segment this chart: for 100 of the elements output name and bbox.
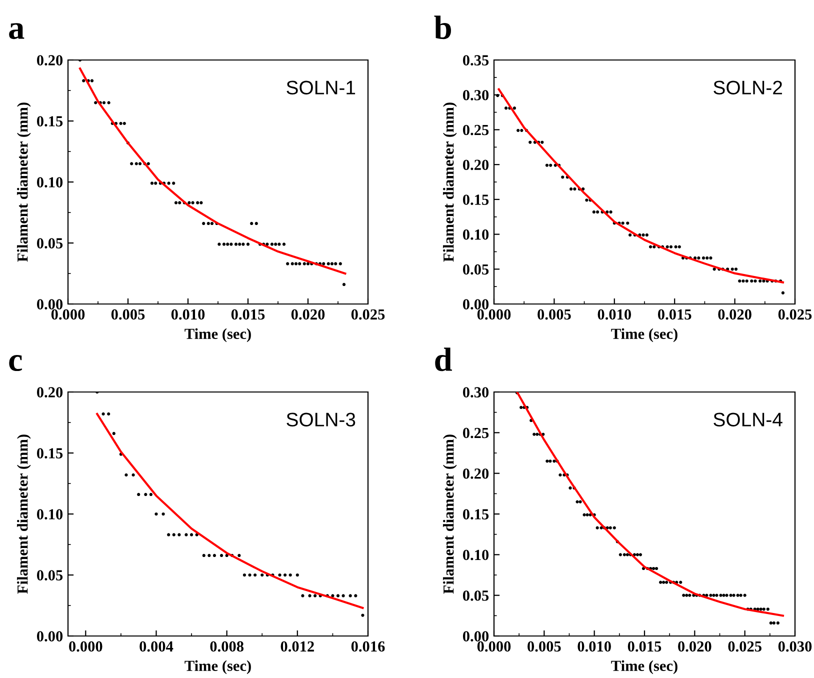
y-tick-label: 0.20	[36, 55, 63, 66]
x-tick-label: 0.030	[778, 641, 812, 652]
y-tick-label: 0.05	[36, 238, 63, 249]
text: SOLN-2	[714, 80, 782, 94]
point	[254, 573, 257, 577]
y-tick-label: 0.10	[36, 177, 63, 188]
x-tick-label: 0.000	[69, 641, 102, 652]
point	[336, 594, 340, 598]
text: SOLN-3	[286, 412, 356, 426]
point	[225, 554, 228, 558]
y-tick-label: 0.00	[36, 299, 63, 310]
y-tick-label: 0.10	[462, 229, 489, 240]
point	[331, 594, 334, 598]
text: SOLN-1	[286, 80, 356, 94]
y-axis-title: Filament diameter (mm)	[16, 434, 31, 594]
x-tick-label: 0.000	[477, 641, 511, 652]
y-tick-label: 0.15	[36, 116, 63, 127]
x-tick-label: 0.010	[171, 309, 205, 320]
text: SOLN-4	[714, 412, 782, 426]
point	[220, 554, 224, 558]
point	[314, 594, 317, 598]
y-tick-label: 0.05	[36, 570, 63, 581]
point	[248, 573, 252, 577]
point	[144, 492, 148, 496]
point	[242, 573, 246, 577]
x-tick-label: 0.005	[538, 309, 571, 320]
x-tick-label: 0.025	[728, 641, 762, 652]
x-axis-title: Time (sec)	[611, 328, 678, 342]
x-tick-label: 0.010	[578, 641, 611, 652]
point	[288, 573, 292, 577]
point	[149, 492, 152, 496]
point	[361, 614, 364, 617]
x-tick-label: 0.020	[291, 309, 325, 320]
point	[190, 533, 194, 536]
y-tick-label: 0.00	[462, 299, 489, 310]
x-tick-label: 0.015	[658, 309, 692, 320]
y-tick-label: 0.25	[462, 124, 489, 136]
point	[137, 492, 140, 496]
y-tick-label: 0.05	[462, 264, 489, 275]
point	[354, 594, 358, 598]
point	[208, 554, 211, 558]
point	[184, 533, 188, 536]
y-tick-label: 0.15	[462, 194, 489, 205]
x-tick-label: 0.015	[231, 309, 265, 320]
y-tick-label: 0.35	[462, 55, 489, 66]
y-tick-label: 0.15	[36, 448, 63, 459]
point	[296, 573, 299, 577]
x-tick-label: 0.016	[351, 641, 385, 652]
point	[284, 573, 287, 577]
point	[124, 473, 128, 477]
point	[162, 512, 165, 516]
y-tick-label: 0.00	[36, 631, 63, 642]
point	[342, 594, 345, 598]
y-tick-label: 0.20	[462, 468, 489, 479]
y-tick-label: 0.25	[462, 428, 489, 438]
x-tick-label: 0.004	[140, 641, 174, 652]
y-tick-label: 0.15	[462, 509, 489, 520]
x-tick-label: 0.005	[111, 309, 145, 320]
y-axis-title: Filament diameter (mm)	[442, 102, 457, 262]
x-tick-label: 0.015	[628, 641, 662, 652]
y-tick-label: 0.00	[462, 631, 489, 642]
y-tick-label: 0.20	[462, 160, 489, 170]
point	[154, 512, 158, 516]
x-tick-label: 0.012	[280, 641, 314, 652]
point	[172, 533, 176, 536]
x-tick-label: 0.025	[778, 309, 812, 320]
x-tick-label: 0.000	[51, 309, 85, 320]
x-axis-title: Time (sec)	[184, 328, 251, 342]
y-tick-label: 0.05	[462, 590, 489, 601]
x-tick-label: 0.005	[528, 641, 561, 652]
point	[238, 554, 241, 558]
y-tick-label: 0.20	[36, 387, 63, 398]
point	[167, 533, 170, 536]
text: d	[435, 348, 452, 372]
point	[132, 473, 135, 477]
x-tick-label: 0.025	[351, 309, 385, 320]
point	[102, 412, 105, 416]
line-series	[96, 412, 364, 609]
point	[178, 533, 181, 536]
point	[278, 573, 282, 577]
y-axis-title: Filament diameter (mm)	[16, 102, 31, 262]
text: b	[434, 16, 451, 40]
point	[107, 412, 110, 416]
text: c	[9, 355, 22, 372]
y-tick-label: 0.10	[462, 550, 489, 560]
x-axis-title: Time (sec)	[611, 660, 678, 674]
point	[212, 554, 216, 558]
x-tick-label: 0.020	[718, 309, 752, 320]
y-axis-title: Filament diameter (mm)	[442, 434, 457, 594]
point	[348, 594, 352, 598]
point	[308, 594, 312, 598]
x-tick-label: 0.010	[598, 309, 632, 320]
y-tick-label: 0.30	[462, 387, 489, 398]
point	[202, 554, 206, 558]
y-tick-label: 0.10	[36, 509, 63, 520]
x-axis-title: Time (sec)	[184, 660, 251, 674]
point	[301, 594, 304, 598]
x-tick-label: 0.020	[678, 641, 712, 652]
y-tick-label: 0.30	[462, 90, 489, 100]
x-tick-label: 0.008	[210, 641, 244, 652]
